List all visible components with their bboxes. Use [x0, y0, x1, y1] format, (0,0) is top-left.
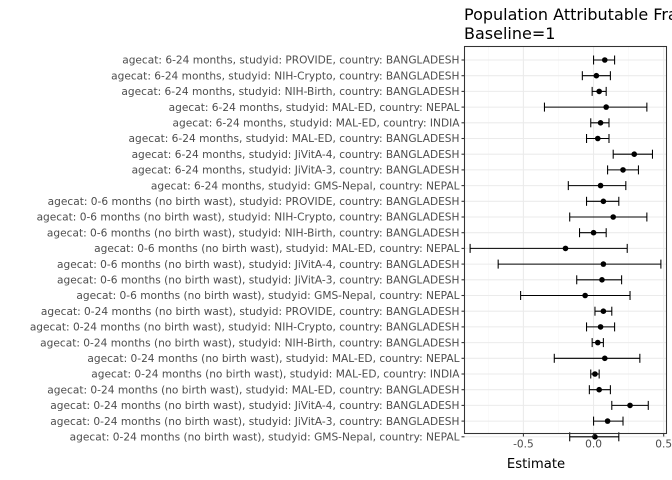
- confidence-intervals: [469, 55, 662, 442]
- y-category-label: agecat: 6-24 months, studyid: NIH-Birth,…: [121, 86, 459, 98]
- y-category-label: agecat: 6-24 months, studyid: JiVitA-3, …: [132, 165, 460, 177]
- y-category-label: agecat: 0-6 months (no birth wast), stud…: [94, 243, 459, 255]
- error-bar: [520, 291, 631, 300]
- error-bar: [567, 181, 627, 191]
- point-estimate: [604, 418, 611, 424]
- y-category-label: agecat: 0-24 months (no birth wast), stu…: [87, 353, 459, 365]
- x-axis: -0.5 0.0 0.5: [513, 433, 672, 451]
- y-category-label: agecat: 0-6 months (no birth wast), stud…: [47, 227, 460, 239]
- y-category-label: agecat: 6-24 months, studyid: PROVIDE, c…: [122, 55, 459, 67]
- y-category-label: agecat: 6-24 months, studyid: JiVitA-4, …: [132, 149, 460, 161]
- y-category-label: agecat: 0-6 months (no birth wast), stud…: [57, 275, 459, 287]
- point-estimate: [601, 355, 608, 362]
- point-estimate: [597, 324, 604, 330]
- point-estimate: [610, 214, 616, 220]
- y-category-label: agecat: 0-24 months (no birth wast), stu…: [50, 416, 459, 428]
- y-category-label: agecat: 0-6 months (no birth wast), stud…: [37, 212, 460, 224]
- chart-title-line-2: Baseline=1: [464, 24, 555, 43]
- point-estimate: [597, 120, 604, 126]
- y-axis-category-labels: agecat: 6-24 months, studyid: PROVIDE, c…: [30, 55, 460, 444]
- point-estimate: [594, 339, 601, 346]
- error-bar: [569, 212, 648, 222]
- y-category-label: agecat: 6-24 months, studyid: MAL-ED, co…: [173, 118, 461, 130]
- y-category-label: agecat: 6-24 months, studyid: GMS-Nepal,…: [151, 180, 460, 192]
- x-tick-label: 0.5: [655, 439, 672, 451]
- point-estimate: [601, 57, 608, 63]
- point-estimate: [597, 182, 604, 189]
- point-estimate: [596, 386, 602, 393]
- x-axis-title: Estimate: [507, 457, 565, 472]
- grid-lines: [464, 46, 667, 438]
- point-estimate: [603, 104, 609, 110]
- point-estimate: [582, 292, 588, 299]
- point-estimate: [594, 135, 601, 142]
- error-bar: [553, 353, 641, 363]
- point-estimate: [631, 151, 638, 157]
- point-estimate: [596, 88, 602, 95]
- point-estimate: [599, 277, 605, 283]
- point-estimate: [562, 245, 569, 252]
- y-category-label: agecat: 6-24 months, studyid: NIH-Crypto…: [111, 70, 459, 82]
- point-estimate: [600, 198, 607, 205]
- point-estimate: [592, 371, 598, 377]
- y-category-label: agecat: 0-24 months (no birth wast), stu…: [50, 400, 459, 412]
- error-bar: [497, 259, 662, 269]
- y-category-label: agecat: 0-24 months (no birth wast), stu…: [47, 384, 459, 396]
- point-estimate: [620, 167, 626, 173]
- point-estimate: [593, 72, 600, 79]
- point-estimate: [627, 402, 633, 409]
- point-estimate: [600, 308, 607, 315]
- point-estimate: [600, 261, 607, 267]
- point-estimates: [562, 57, 638, 440]
- y-category-label: agecat: 0-24 months (no birth wast), stu…: [41, 306, 460, 318]
- y-category-label: agecat: 6-24 months, studyid: MAL-ED, co…: [129, 133, 460, 145]
- plot-panel: [463, 45, 668, 435]
- y-axis-ticks: [461, 59, 465, 438]
- error-bar: [543, 102, 648, 112]
- y-category-label: agecat: 0-6 months (no birth wast), stud…: [57, 259, 459, 271]
- chart-title-line-1: Population Attributable Fra: [464, 5, 672, 24]
- y-category-label: agecat: 0-6 months (no birth wast), stud…: [76, 290, 459, 302]
- x-tick-label: 0.0: [585, 439, 602, 451]
- y-category-label: agecat: 6-24 months, studyid: MAL-ED, co…: [169, 102, 460, 114]
- y-category-label: agecat: 0-24 months (no birth wast), stu…: [70, 432, 460, 444]
- y-category-label: agecat: 0-24 months (no birth wast), stu…: [91, 369, 460, 381]
- x-tick-label: -0.5: [513, 439, 534, 451]
- error-bar: [469, 243, 628, 253]
- y-category-label: agecat: 0-24 months (no birth wast), stu…: [30, 322, 460, 334]
- y-category-label: agecat: 0-24 months (no birth wast), stu…: [40, 337, 459, 349]
- error-bar: [576, 275, 623, 285]
- y-category-label: agecat: 0-6 months (no birth wast), stud…: [48, 196, 460, 208]
- point-estimate: [590, 229, 597, 236]
